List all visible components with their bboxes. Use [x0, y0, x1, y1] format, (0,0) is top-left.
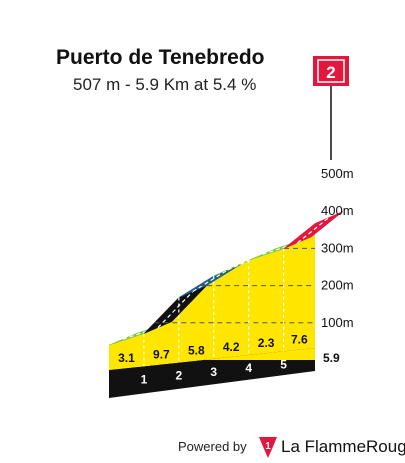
- profile-face-bottom: [109, 348, 315, 370]
- total-distance-label: 5.9: [323, 351, 340, 365]
- segment-ribbon-6: [283, 211, 344, 250]
- flamme-rouge-logo-icon: 1: [259, 437, 277, 458]
- segment-centerline-2: [157, 291, 194, 329]
- category-flag: 2: [313, 56, 349, 86]
- km-tick-label: 4: [245, 361, 252, 375]
- altitude-tick-label: 300m: [321, 240, 354, 255]
- category-flag-shape: [313, 56, 349, 86]
- altitude-axis: 100m 200m 300m 400m 500m: [321, 166, 354, 330]
- brand-name: La FlammeRouge: [281, 437, 405, 456]
- km-tick-label: 2: [175, 369, 182, 383]
- segment-gradient-label: 5.8: [188, 344, 205, 358]
- altitude-tick-label: 200m: [321, 278, 354, 293]
- profile-base-band: [109, 348, 315, 398]
- category-flag-border: [317, 59, 345, 83]
- segment-gradient-label: 7.6: [291, 333, 308, 347]
- segment-gradient-label: 9.7: [153, 347, 170, 361]
- profile-area: 1 2 3 4 5 3.1 9.7 5.8 4.2 2.3 7.6 5.9: [108, 211, 344, 398]
- altitude-tick-label: 400m: [321, 203, 354, 218]
- chart-subtitle: 507 m - 5.9 Km at 5.4 %: [73, 75, 256, 94]
- altitude-tick-label: 100m: [321, 315, 354, 330]
- km-tick-label: 3: [210, 365, 217, 379]
- segment-gradient-label: 4.2: [223, 340, 240, 354]
- chart-title: Puerto de Tenebredo: [56, 46, 264, 69]
- km-tick-label: 1: [141, 372, 148, 386]
- altitude-tick-label: 500m: [321, 166, 354, 181]
- logo-number: 1: [265, 441, 271, 452]
- km-tick-label: 5: [280, 357, 287, 371]
- segment-gradient-label: 2.3: [258, 336, 275, 350]
- segment-gradient-label: 3.1: [118, 351, 135, 365]
- category-label: 2: [326, 63, 335, 82]
- powered-by-text: Powered by: [178, 439, 247, 454]
